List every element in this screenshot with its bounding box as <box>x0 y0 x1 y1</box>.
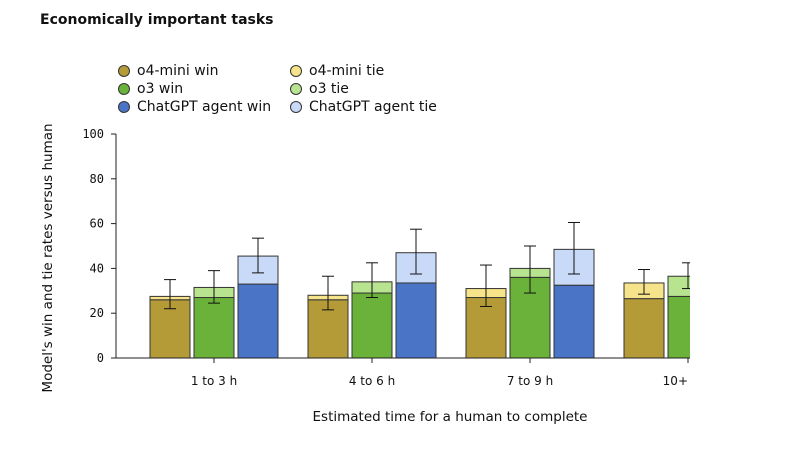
legend-label-o3-win: o3 win <box>137 80 184 97</box>
legend-swatch-agent-tie <box>290 100 302 113</box>
legend-swatch-agent-win <box>118 100 130 113</box>
y-tick-label: 0 <box>97 351 104 365</box>
legend-item-o3-tie: o3 tie <box>290 80 470 97</box>
legend-label-o4-mini-win: o4-mini win <box>137 62 219 79</box>
x-category-label: 10+ <box>663 374 688 388</box>
y-tick-label: 80 <box>90 172 104 186</box>
legend-item-agent-win: ChatGPT agent win <box>118 98 290 115</box>
bar-group <box>149 237 279 359</box>
legend-swatch-o3-win <box>118 82 130 95</box>
x-category-label: 1 to 3 h <box>191 374 237 388</box>
legend-label-agent-win: ChatGPT agent win <box>137 98 272 115</box>
x-category-label: 7 to 9 h <box>507 374 553 388</box>
y-tick-label: 40 <box>90 261 104 275</box>
legend-label-o3-tie: o3 tie <box>309 80 349 97</box>
chart-title: Economically important tasks <box>40 12 274 28</box>
bar-group <box>307 228 437 359</box>
x-axis: 1 to 3 h 4 to 6 h 7 to 9 h 10+ <box>116 357 690 388</box>
bar-group <box>623 262 690 359</box>
x-axis-title: Estimated time for a human to complete <box>313 409 588 425</box>
y-tick-label: 100 <box>82 127 104 141</box>
bars-layer <box>149 221 690 359</box>
bar-win-o3 <box>667 295 690 359</box>
bar-win-o3 <box>193 297 235 359</box>
bar-win-o3 <box>351 292 393 359</box>
bar-win-o4-mini <box>623 298 665 359</box>
y-tick-label: 20 <box>90 306 104 320</box>
bar-win-chatgpt-agent <box>553 284 595 359</box>
legend-swatch-o4-mini-win <box>118 64 130 77</box>
legend-item-o4-mini-tie: o4-mini tie <box>290 62 470 79</box>
bar-win-o4-mini <box>465 297 507 359</box>
legend: o4-mini win o4-mini tie o3 win o3 tie Ch… <box>118 62 470 115</box>
bar-group <box>465 221 595 359</box>
x-category-label: 4 to 6 h <box>349 374 395 388</box>
y-axis-title: Model's win and tie rates versus human <box>40 123 56 392</box>
bar-win-chatgpt-agent <box>237 283 279 359</box>
y-axis: 0 20 40 60 80 100 <box>82 127 117 365</box>
legend-item-o4-mini-win: o4-mini win <box>118 62 290 79</box>
bar-win-chatgpt-agent <box>395 282 437 359</box>
legend-label-o4-mini-tie: o4-mini tie <box>309 62 385 79</box>
y-tick-label: 60 <box>90 217 104 231</box>
legend-item-o3-win: o3 win <box>118 80 290 97</box>
legend-item-agent-tie: ChatGPT agent tie <box>290 98 470 115</box>
legend-swatch-o3-tie <box>290 82 302 95</box>
legend-label-agent-tie: ChatGPT agent tie <box>309 98 437 115</box>
legend-swatch-o4-mini-tie <box>290 64 302 77</box>
